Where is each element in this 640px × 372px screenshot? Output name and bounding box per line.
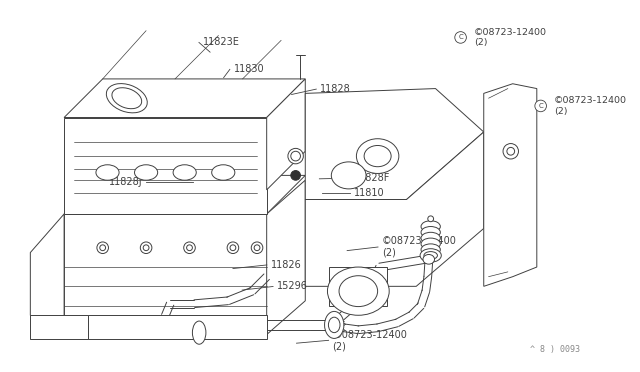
- Polygon shape: [30, 315, 88, 339]
- Text: ©08723-12400
(2): ©08723-12400 (2): [332, 330, 407, 351]
- Circle shape: [455, 32, 467, 43]
- Ellipse shape: [328, 267, 389, 315]
- Circle shape: [535, 100, 547, 112]
- Text: 11828J: 11828J: [109, 177, 143, 187]
- Circle shape: [252, 242, 263, 254]
- Polygon shape: [484, 84, 537, 286]
- Ellipse shape: [106, 84, 147, 113]
- Polygon shape: [64, 79, 305, 118]
- Circle shape: [254, 245, 260, 251]
- Polygon shape: [305, 132, 484, 286]
- Text: 11826: 11826: [271, 260, 301, 270]
- Ellipse shape: [420, 249, 442, 262]
- Text: 11828F: 11828F: [354, 173, 390, 183]
- Text: 11810: 11810: [354, 188, 385, 198]
- Text: ^ 8 ) 0093: ^ 8 ) 0093: [530, 345, 580, 354]
- Polygon shape: [30, 214, 64, 334]
- Circle shape: [230, 245, 236, 251]
- Ellipse shape: [421, 232, 440, 244]
- Ellipse shape: [421, 244, 440, 256]
- Text: ©08723-12400
(2): ©08723-12400 (2): [554, 96, 627, 116]
- Ellipse shape: [421, 227, 440, 238]
- Text: ©08723-12400
(2): ©08723-12400 (2): [474, 28, 547, 47]
- Polygon shape: [267, 180, 305, 334]
- Circle shape: [291, 171, 300, 180]
- Ellipse shape: [423, 254, 435, 264]
- Text: 11830: 11830: [234, 64, 264, 74]
- Text: 11828: 11828: [320, 84, 351, 94]
- Ellipse shape: [96, 165, 119, 180]
- Polygon shape: [267, 79, 305, 190]
- Ellipse shape: [328, 317, 340, 333]
- Polygon shape: [330, 267, 387, 306]
- Polygon shape: [64, 175, 305, 214]
- Circle shape: [187, 245, 193, 251]
- Circle shape: [227, 242, 239, 254]
- Polygon shape: [305, 89, 484, 199]
- Text: C: C: [538, 103, 543, 109]
- Circle shape: [428, 216, 433, 222]
- Circle shape: [97, 242, 108, 254]
- Circle shape: [140, 242, 152, 254]
- Polygon shape: [88, 315, 267, 339]
- Ellipse shape: [424, 251, 437, 259]
- Text: ©08723-12400
(2): ©08723-12400 (2): [382, 236, 457, 258]
- Ellipse shape: [324, 311, 344, 339]
- Ellipse shape: [356, 139, 399, 173]
- Ellipse shape: [134, 165, 157, 180]
- Ellipse shape: [112, 88, 141, 109]
- Ellipse shape: [288, 148, 303, 164]
- Ellipse shape: [364, 145, 391, 167]
- Polygon shape: [64, 214, 267, 334]
- Ellipse shape: [421, 238, 440, 250]
- Ellipse shape: [339, 276, 378, 307]
- Circle shape: [503, 144, 518, 159]
- Ellipse shape: [291, 151, 300, 161]
- Text: 11823E: 11823E: [203, 38, 240, 48]
- Circle shape: [184, 242, 195, 254]
- Circle shape: [100, 245, 106, 251]
- Text: C: C: [458, 35, 463, 41]
- Ellipse shape: [421, 221, 440, 232]
- Ellipse shape: [332, 162, 366, 189]
- Ellipse shape: [173, 165, 196, 180]
- Ellipse shape: [212, 165, 235, 180]
- Text: 15296: 15296: [277, 282, 308, 292]
- Polygon shape: [64, 118, 267, 214]
- Ellipse shape: [193, 321, 206, 344]
- Circle shape: [143, 245, 149, 251]
- Circle shape: [507, 147, 515, 155]
